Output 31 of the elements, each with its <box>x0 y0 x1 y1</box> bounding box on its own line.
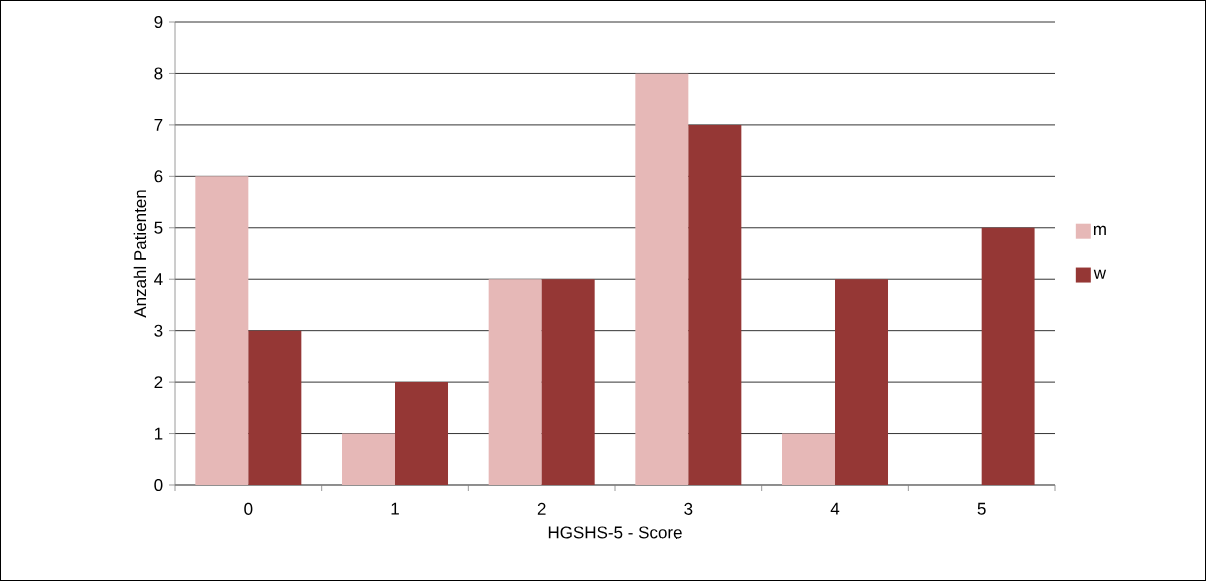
y-tick-label: 0 <box>154 478 163 492</box>
x-tick-label: 2 <box>537 502 546 515</box>
y-tick-label: 1 <box>154 427 163 440</box>
y-tick-label: 3 <box>154 324 163 337</box>
bar <box>981 227 1035 485</box>
bar <box>248 330 302 485</box>
bar <box>635 73 689 485</box>
bar <box>835 279 889 485</box>
bar <box>541 279 595 485</box>
x-tick-label: 0 <box>244 502 253 515</box>
bar <box>395 382 449 485</box>
x-tick-label: 4 <box>830 502 840 515</box>
bar <box>342 433 396 485</box>
y-axis-title: Anzahl Patienten <box>133 190 147 318</box>
bar <box>488 279 542 485</box>
x-tick-label: 3 <box>684 502 693 515</box>
y-tick-label: 4 <box>154 273 163 286</box>
y-tick-label: 8 <box>154 67 163 80</box>
y-tick-label: 7 <box>154 119 163 131</box>
bar <box>688 124 742 485</box>
x-axis-title: HGSHS-5 - Score <box>548 526 682 539</box>
y-tick-label: 2 <box>154 376 163 389</box>
legend-label: w <box>1093 269 1107 279</box>
y-tick-label: 9 <box>154 15 163 29</box>
y-tick-label: 5 <box>154 221 163 234</box>
x-tick-label: 5 <box>977 502 986 515</box>
legend-label: m <box>1093 225 1106 235</box>
bar <box>782 433 836 485</box>
y-tick-label: 6 <box>154 170 163 183</box>
x-tick-label: 1 <box>391 502 399 515</box>
bar <box>195 176 249 485</box>
